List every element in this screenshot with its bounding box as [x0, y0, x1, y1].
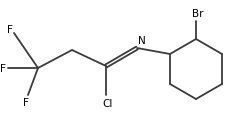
Text: Br: Br — [192, 9, 203, 19]
Text: F: F — [7, 25, 13, 35]
Text: Cl: Cl — [102, 99, 113, 109]
Text: F: F — [23, 98, 29, 108]
Text: F: F — [0, 64, 6, 74]
Text: N: N — [138, 36, 145, 46]
